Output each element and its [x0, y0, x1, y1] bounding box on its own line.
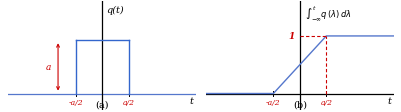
Text: a/2: a/2	[320, 98, 332, 106]
Text: a: a	[45, 63, 51, 72]
Text: -a/2: -a/2	[68, 98, 83, 106]
Text: t: t	[386, 97, 390, 106]
Text: $\int_{-\infty}^{t} q\,(\lambda)\,d\lambda$: $\int_{-\infty}^{t} q\,(\lambda)\,d\lamb…	[304, 4, 350, 23]
Text: a/2: a/2	[122, 98, 134, 106]
Text: q(t): q(t)	[106, 6, 124, 15]
Text: -a/2: -a/2	[265, 98, 280, 106]
Text: 1: 1	[288, 32, 294, 41]
Text: t: t	[189, 97, 193, 106]
Text: (a): (a)	[95, 100, 109, 109]
Text: (b): (b)	[292, 100, 306, 109]
